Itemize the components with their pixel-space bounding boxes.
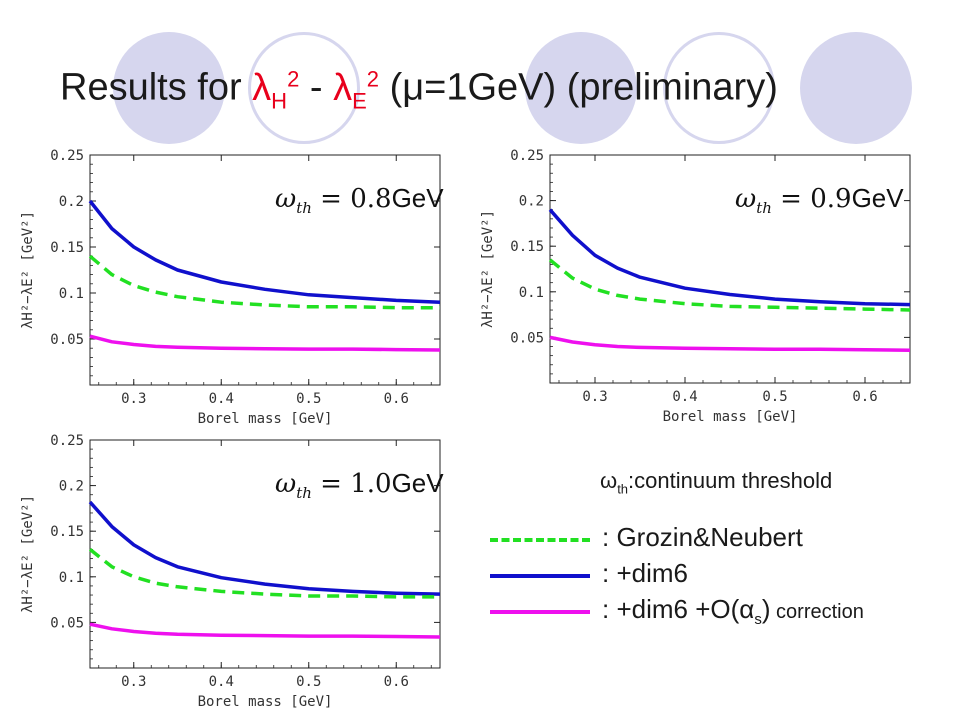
- x-tick-label: 0.6: [384, 674, 409, 690]
- decor-circle: [525, 32, 637, 144]
- legend-dim6: : +dim6: [490, 556, 950, 592]
- x-tick-label: 0.4: [209, 391, 234, 407]
- x-axis-label: Borel mass [GeV]: [198, 411, 333, 427]
- legend-swatch-dim6: [490, 574, 590, 578]
- series-line-dim6: [88, 199, 441, 304]
- x-axis-label: Borel mass [GeV]: [663, 409, 798, 425]
- chart-omega-0.8: 0.05 0.1 0.15 0.2 0.25 0.3 0.4 0.5 0.6 Borel mass…: [20, 148, 444, 427]
- y-axis-label: λH²−λE² [GeV²]: [480, 210, 496, 328]
- series-line-dim6_alpha: [89, 622, 441, 639]
- title-suffix: (μ=1GeV) (preliminary): [379, 66, 778, 109]
- y-tick-label: 0.1: [59, 570, 84, 586]
- plot-frame: [89, 439, 441, 669]
- y-tick-label: 0.2: [519, 194, 544, 210]
- legend-swatch-grozin-neubert: [490, 538, 590, 542]
- title-lambda-e: λE2: [333, 66, 380, 114]
- y-tick-label: 0.15: [510, 239, 544, 255]
- y-axis-label: λH²−λE² [GeV²]: [20, 211, 36, 329]
- x-tick-label: 0.3: [582, 389, 607, 405]
- legend-swatch-dim6-alpha: [490, 610, 590, 614]
- x-tick-label: 0.5: [296, 391, 321, 407]
- x-tick-label: 0.4: [209, 674, 234, 690]
- omega-threshold-label: ωth = 0.8GeV: [275, 183, 444, 217]
- series-line-dim6_alpha: [549, 335, 911, 352]
- x-tick-label: 0.6: [384, 391, 409, 407]
- y-tick-label: 0.2: [59, 479, 84, 495]
- plot-frame: [549, 154, 911, 384]
- y-tick-label: 0.25: [510, 148, 544, 164]
- omega-threshold-label: ωth = 0.9GeV: [735, 183, 904, 217]
- series-line-dim6: [88, 500, 441, 596]
- omega-threshold-label: ωth = 1.0GeV: [275, 468, 444, 502]
- y-tick-label: 0.1: [59, 286, 84, 302]
- chart-omega-1.0: 0.05 0.1 0.15 0.2 0.25 0.3 0.4 0.5 0.6 Borel mass…: [20, 433, 444, 710]
- series-line-dim6: [548, 208, 911, 307]
- y-tick-label: 0.05: [510, 330, 544, 346]
- y-tick-label: 0.2: [59, 194, 84, 210]
- decor-circle: [800, 32, 912, 144]
- title-prefix: Results for: [60, 66, 253, 109]
- series-line-grozin_neubert: [88, 548, 440, 599]
- y-tick-label: 0.1: [519, 285, 544, 301]
- threshold-note: ωth:continuum threshold: [600, 468, 833, 497]
- y-tick-label: 0.05: [50, 615, 84, 631]
- x-tick-label: 0.3: [121, 391, 146, 407]
- series-line-grozin_neubert: [548, 258, 911, 312]
- y-axis-label: λH²−λE² [GeV²]: [20, 495, 36, 613]
- y-tick-label: 0.05: [50, 332, 84, 348]
- chart-omega-0.9: 0.05 0.1 0.15 0.2 0.25 0.3 0.4 0.5 0.6 Borel mass…: [480, 148, 911, 425]
- title-minus: -: [299, 66, 334, 109]
- x-tick-label: 0.5: [762, 389, 787, 405]
- y-tick-label: 0.25: [50, 433, 84, 449]
- legend-grozin-neubert: : Grozin&Neubert: [490, 520, 950, 556]
- series-line-grozin_neubert: [88, 254, 440, 310]
- x-tick-label: 0.4: [672, 389, 697, 405]
- page-title: Results for λH2 - λE2 (μ=1GeV) (prelimin…: [60, 66, 778, 114]
- y-tick-label: 0.15: [50, 524, 84, 540]
- legend-dim6-alpha: : +dim6 +O(αs) correction: [490, 592, 950, 628]
- legend-label-dim6-alpha: : +dim6 +O(αs) correction: [602, 594, 864, 629]
- y-tick-label: 0.25: [50, 148, 84, 164]
- x-tick-label: 0.5: [296, 674, 321, 690]
- x-tick-label: 0.3: [121, 674, 146, 690]
- plot-frame: [89, 154, 441, 386]
- title-lambda-h: λH2: [252, 66, 300, 114]
- legend-label-dim6: : +dim6: [602, 558, 688, 588]
- series-line-dim6_alpha: [89, 334, 441, 352]
- x-axis-label: Borel mass [GeV]: [198, 694, 333, 710]
- decor-circle: [113, 32, 225, 144]
- decor-circle-outline: [248, 32, 360, 144]
- decor-circle-outline: [663, 32, 775, 144]
- y-tick-label: 0.15: [50, 240, 84, 256]
- legend-label-grozin-neubert: : Grozin&Neubert: [602, 522, 803, 552]
- x-tick-label: 0.6: [852, 389, 877, 405]
